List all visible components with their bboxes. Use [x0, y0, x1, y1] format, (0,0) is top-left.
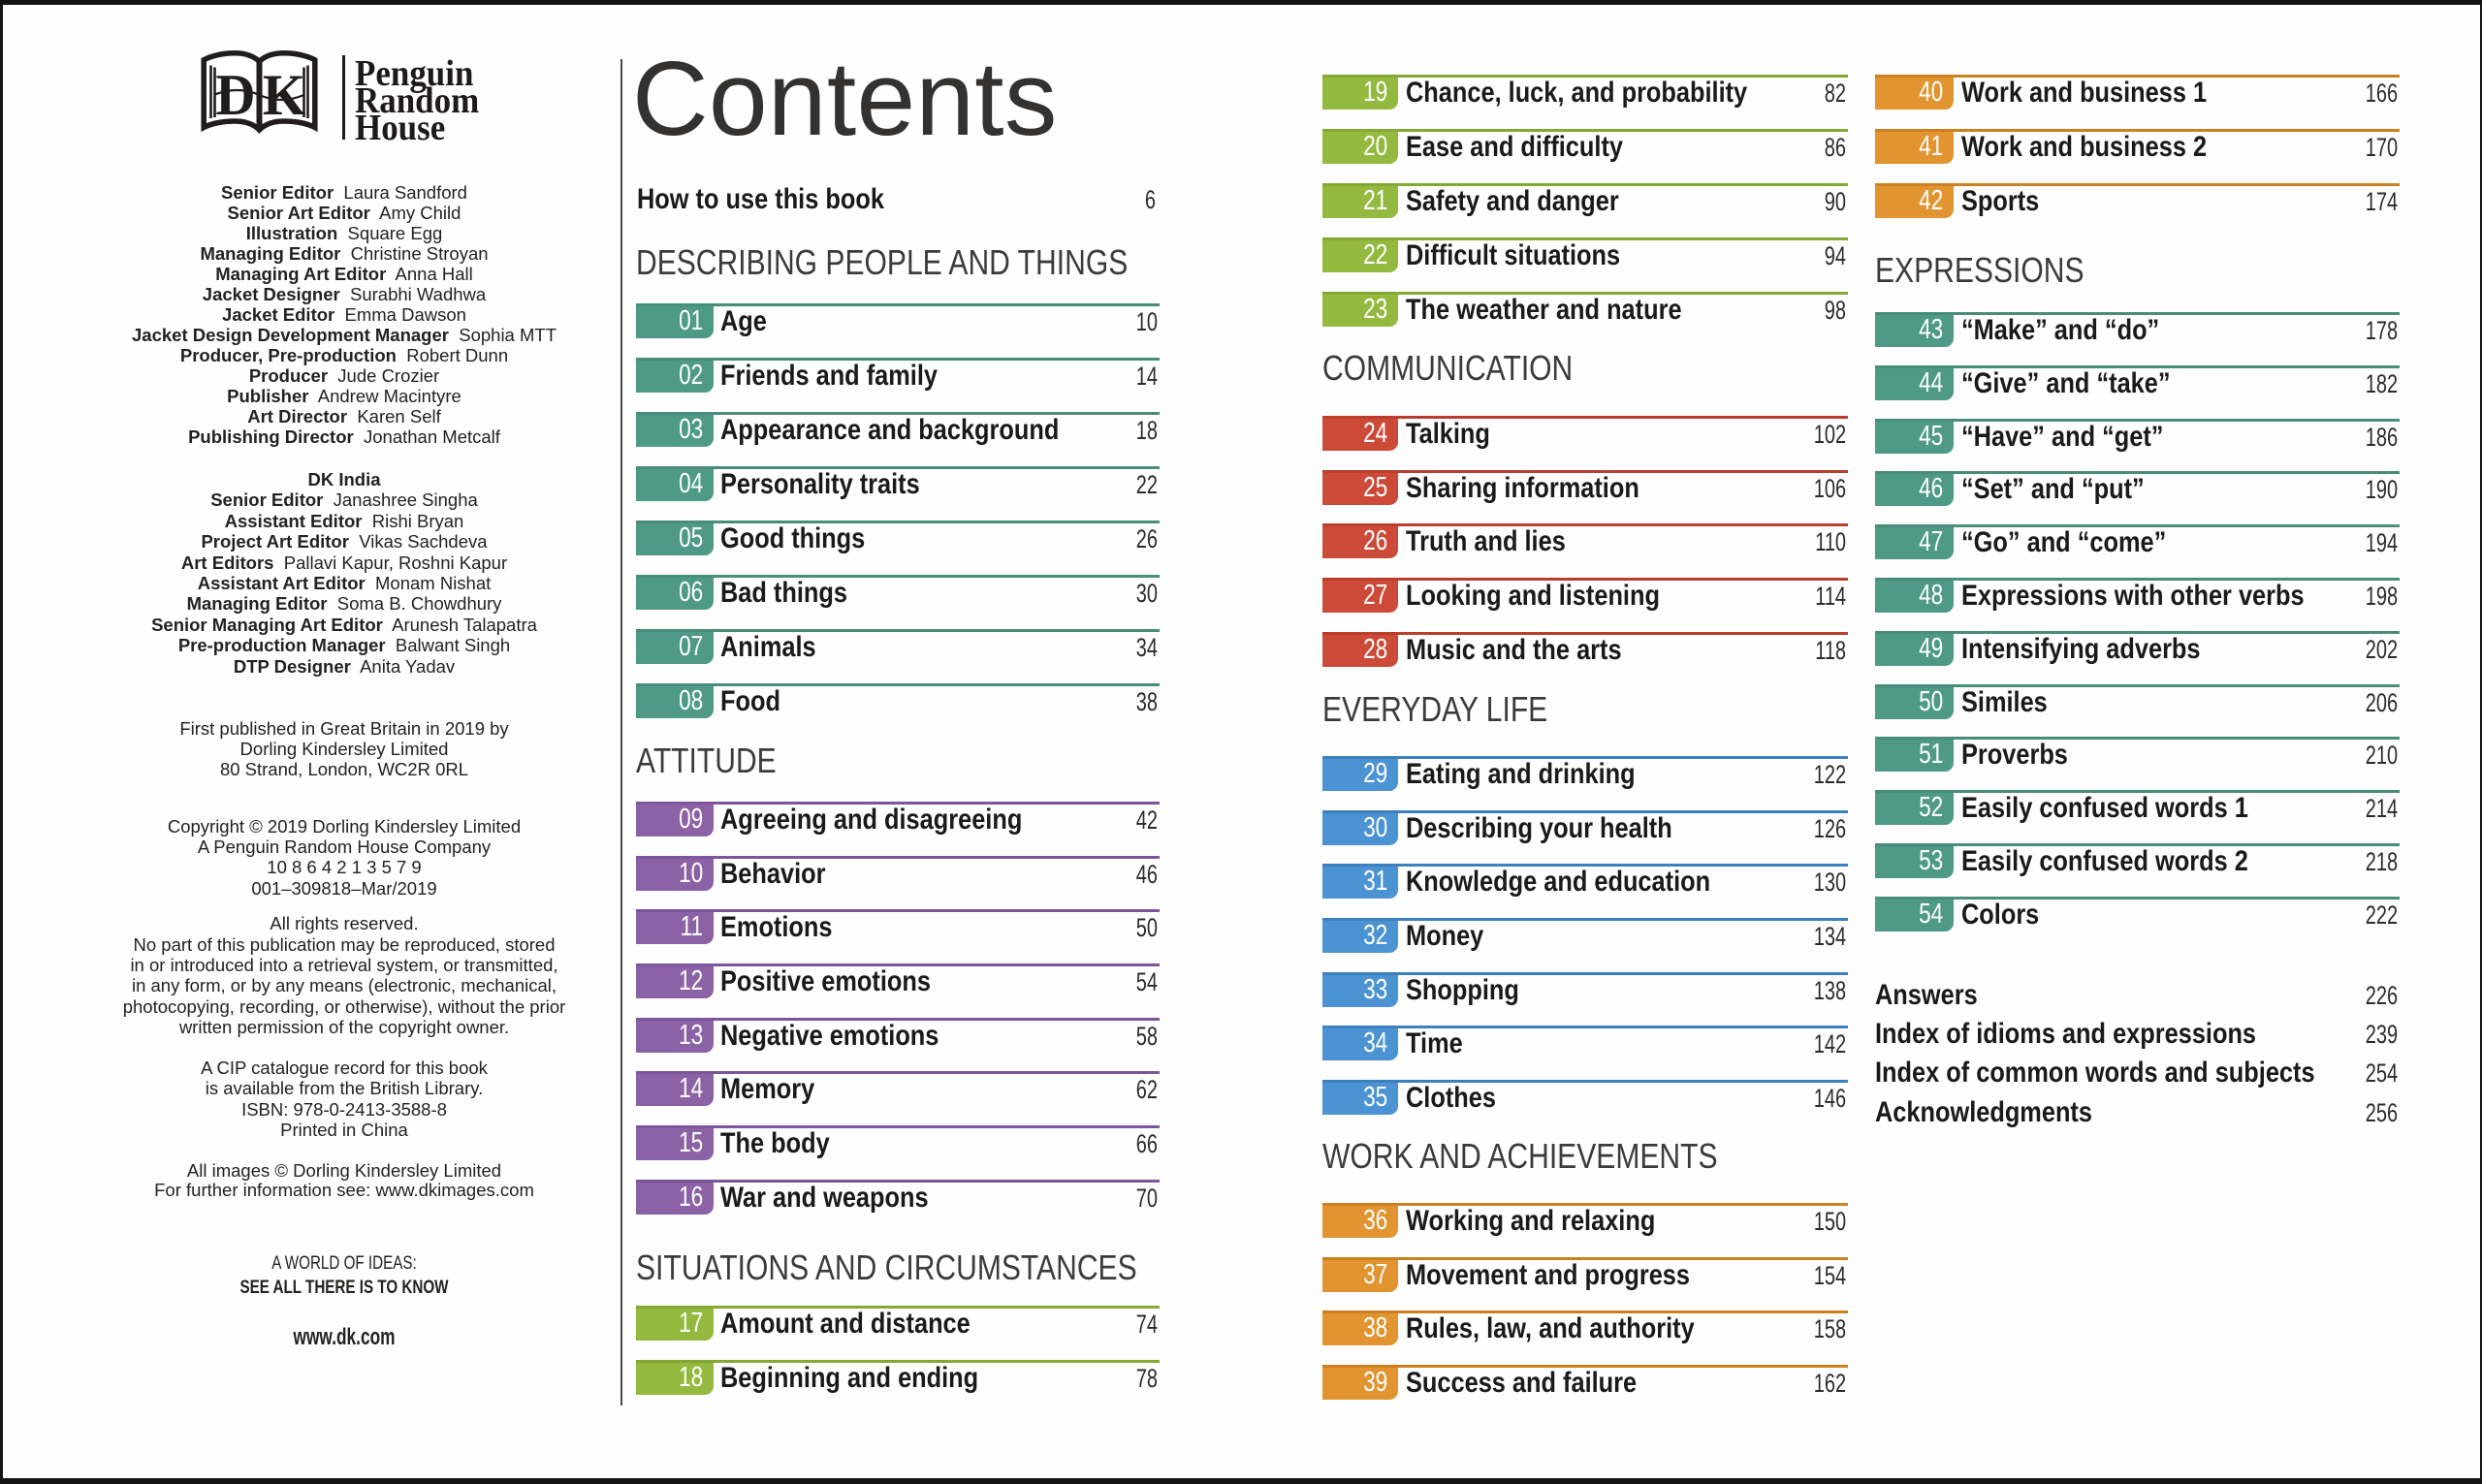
svg-text:K: K: [263, 63, 306, 128]
svg-text:D: D: [215, 63, 255, 128]
